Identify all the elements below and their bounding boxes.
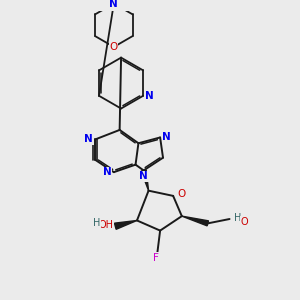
Text: N: N — [84, 134, 93, 145]
Text: H: H — [234, 213, 241, 223]
Text: O: O — [177, 189, 185, 200]
Text: N: N — [162, 133, 171, 142]
Text: O: O — [241, 217, 248, 227]
Polygon shape — [115, 220, 137, 229]
Text: N: N — [103, 167, 112, 177]
Text: OH: OH — [98, 220, 113, 230]
Polygon shape — [182, 216, 208, 226]
Text: N: N — [110, 0, 118, 8]
Text: N: N — [145, 91, 153, 101]
Text: F: F — [153, 253, 159, 263]
Text: H: H — [93, 218, 100, 228]
Text: N: N — [139, 171, 148, 181]
Polygon shape — [141, 170, 148, 191]
Text: O: O — [110, 42, 118, 52]
